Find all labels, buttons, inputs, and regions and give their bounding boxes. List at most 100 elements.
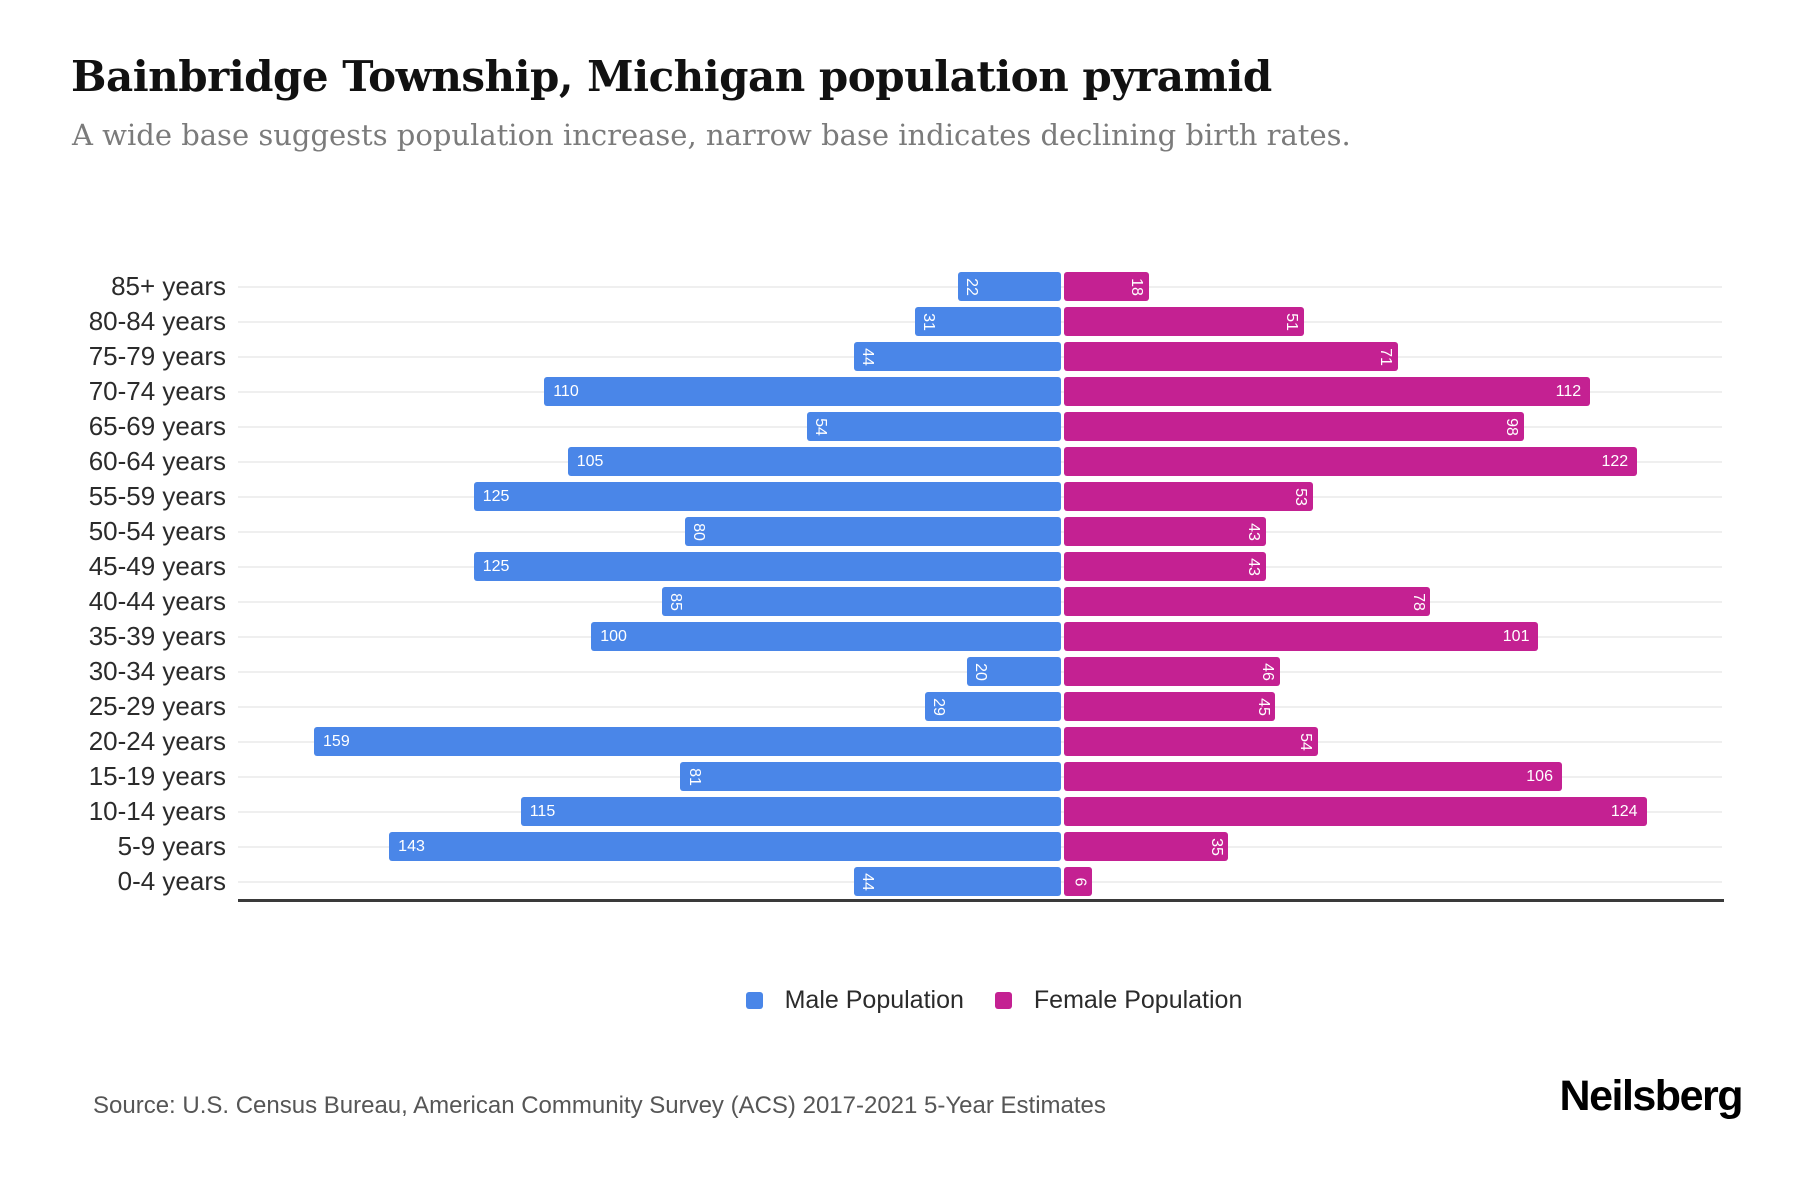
age-group-label: 5-9 years [117, 831, 226, 861]
male-bar-value: 105 [576, 452, 604, 470]
male-legend-swatch [745, 991, 763, 1009]
female-bar-value: 53 [1291, 487, 1309, 506]
female-bar: 35 [1064, 832, 1229, 861]
male-bar-value-wrap: 31 [915, 307, 941, 336]
male-bar-value: 125 [482, 557, 510, 575]
female-bar: 78 [1064, 587, 1431, 616]
female-bar: 43 [1064, 552, 1266, 581]
female-bar-value: 6 [1071, 877, 1089, 886]
male-bar: 159 [314, 727, 1061, 756]
x-axis-line [238, 899, 1724, 902]
male-bar-value-wrap: 81 [680, 762, 706, 791]
female-legend-swatch [994, 991, 1012, 1009]
female-bar-value-wrap: 78 [1404, 587, 1430, 616]
female-bar-value-wrap: 43 [1240, 552, 1266, 581]
male-bar: 85 [661, 587, 1061, 616]
female-bar: 6 [1064, 867, 1093, 896]
brand-logo: Neilsberg [1559, 1072, 1744, 1120]
female-bar-value: 35 [1207, 837, 1225, 856]
pyramid-row: 80-84 years 31 51 [0, 304, 1800, 339]
pyramid-row: 20-24 years 159 54 [0, 724, 1800, 759]
age-group-label: 40-44 years [88, 586, 226, 616]
age-group-label: 50-54 years [88, 516, 226, 546]
female-bar-value-wrap: 43 [1240, 517, 1266, 546]
female-bar-value: 54 [1296, 732, 1314, 751]
female-bar: 46 [1064, 657, 1281, 686]
age-group-label: 75-79 years [88, 341, 226, 371]
female-bar-value: 51 [1282, 312, 1300, 331]
male-bar: 44 [854, 342, 1061, 371]
female-bar-value: 18 [1127, 277, 1145, 296]
female-bar-value: 112 [1555, 382, 1582, 400]
male-bar-value: 85 [666, 592, 684, 611]
age-group-label: 20-24 years [88, 726, 226, 756]
source-text: Source: U.S. Census Bureau, American Com… [93, 1092, 1106, 1119]
male-bar: 143 [389, 832, 1061, 861]
male-bar: 110 [544, 377, 1061, 406]
age-group-label: 55-59 years [88, 481, 226, 511]
female-bar: 54 [1064, 727, 1318, 756]
age-group-label: 85+ years [111, 271, 226, 301]
female-bar-value: 124 [1610, 802, 1638, 820]
female-bar-value: 43 [1244, 522, 1262, 541]
female-bar: 106 [1064, 762, 1562, 791]
female-bar-value: 78 [1409, 592, 1427, 611]
female-legend-label: Female Population [1033, 985, 1243, 1014]
male-bar: 29 [924, 692, 1061, 721]
chart-legend: Male Population Female Population [94, 983, 1800, 1017]
male-bar-value-wrap: 29 [925, 692, 951, 721]
age-group-label: 45-49 years [88, 551, 226, 581]
female-bar-value: 71 [1376, 347, 1394, 366]
male-bar-value: 54 [812, 417, 830, 436]
male-bar: 44 [854, 867, 1061, 896]
pyramid-row: 25-29 years 29 45 [0, 689, 1800, 724]
male-bar: 81 [680, 762, 1061, 791]
legend-item-male: Male Population [745, 985, 964, 1015]
male-bar-value: 115 [529, 802, 556, 820]
female-bar-value-wrap: 18 [1123, 272, 1149, 301]
male-bar-value: 125 [482, 487, 510, 505]
male-bar: 125 [473, 552, 1061, 581]
female-bar-value-wrap: 46 [1254, 657, 1280, 686]
pyramid-row: 75-79 years 44 71 [0, 339, 1800, 374]
male-bar-value: 20 [972, 662, 990, 681]
age-group-label: 30-34 years [88, 656, 226, 686]
female-bar: 43 [1064, 517, 1266, 546]
pyramid-row: 15-19 years 81 106 [0, 759, 1800, 794]
pyramid-row: 70-74 years 110 112 [0, 374, 1800, 409]
male-bar-value: 31 [920, 312, 938, 331]
male-bar: 125 [473, 482, 1061, 511]
male-legend-label: Male Population [784, 985, 964, 1014]
female-bar-value-wrap: 53 [1287, 482, 1313, 511]
pyramid-row: 35-39 years 100 101 [0, 619, 1800, 654]
age-group-label: 10-14 years [88, 796, 226, 826]
male-bar-value: 100 [600, 627, 627, 645]
pyramid-row: 30-34 years 20 46 [0, 654, 1800, 689]
age-group-label: 65-69 years [88, 411, 226, 441]
page-subtitle: A wide base suggests population increase… [72, 118, 1351, 152]
male-bar: 115 [520, 797, 1061, 826]
female-bar-value-wrap: 51 [1278, 307, 1304, 336]
female-bar-value-wrap: 6 [1066, 867, 1092, 896]
male-bar: 22 [957, 272, 1061, 301]
female-bar: 71 [1064, 342, 1398, 371]
male-bar-value: 143 [398, 837, 425, 855]
male-bar-value-wrap: 44 [854, 342, 880, 371]
male-bar-value: 29 [929, 697, 947, 716]
male-bar-value-wrap: 20 [967, 657, 993, 686]
page-title: Bainbridge Township, Michigan population… [71, 52, 1272, 101]
pyramid-row: 85+ years 22 18 [0, 269, 1800, 304]
male-bar-value-wrap: 22 [958, 272, 984, 301]
female-bar-value: 45 [1254, 697, 1272, 716]
male-bar-value: 110 [553, 382, 579, 400]
female-bar-value-wrap: 45 [1249, 692, 1275, 721]
age-group-label: 25-29 years [88, 691, 226, 721]
male-bar: 54 [807, 412, 1061, 441]
age-group-label: 60-64 years [88, 446, 226, 476]
age-group-label: 0-4 years [117, 866, 226, 896]
female-bar: 98 [1064, 412, 1525, 441]
female-bar-value: 122 [1601, 452, 1629, 470]
female-bar: 51 [1064, 307, 1304, 336]
age-group-label: 35-39 years [88, 621, 226, 651]
pyramid-row: 40-44 years 85 78 [0, 584, 1800, 619]
